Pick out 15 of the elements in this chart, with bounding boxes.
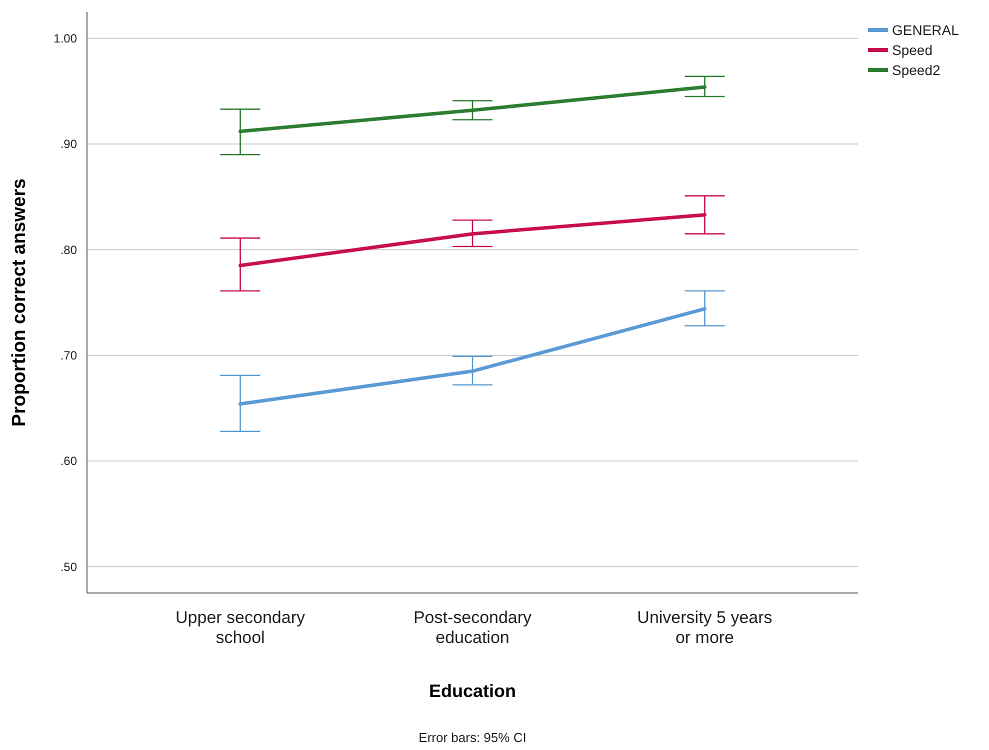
y-tick-label: .50: [60, 560, 78, 574]
x-tick-label: Upper secondary school: [176, 608, 306, 647]
text: Error bars: 95% CI: [418, 730, 526, 745]
x-axis-title: Education: [428, 681, 516, 701]
y-axis-title: Proportion correct answers: [9, 178, 30, 427]
y-tick-label: 1.00: [54, 32, 78, 46]
y-tick-label: .90: [60, 137, 78, 152]
legend-label: GENERAL: [892, 22, 960, 38]
legend-label: Speed: [892, 42, 932, 58]
y-tick-label: .80: [60, 242, 78, 257]
x-tick-label: Post-secondary education: [413, 608, 532, 647]
y-tick-label: .60: [60, 454, 78, 468]
y-tick-label: .70: [60, 348, 78, 363]
x-tick-label: University 5 years or more: [637, 608, 772, 647]
legend-label: Speed2: [892, 62, 940, 78]
